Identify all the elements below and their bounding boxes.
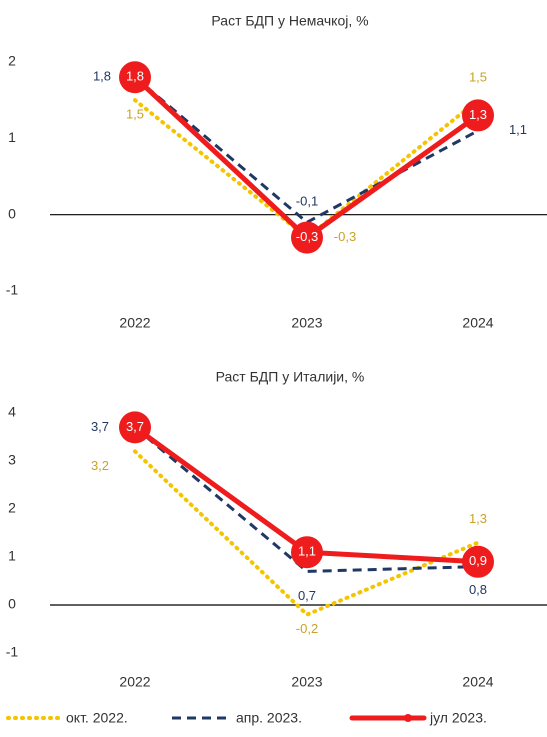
y-tick-label: 4 [8,404,16,420]
data-label: -0,1 [296,194,318,209]
data-label: 0,9 [469,553,487,568]
y-tick-label: 2 [8,500,16,516]
data-label: 1,1 [509,122,527,137]
series-line [133,449,480,617]
legend-label: апр. 2023. [236,710,302,726]
data-point [119,411,151,444]
data-point [119,61,151,94]
chart-title: Раст БДП у Италији, % [216,369,365,385]
x-tick-label: 2022 [119,674,150,690]
data-label: 3,7 [91,419,109,434]
data-point [291,221,323,254]
legend-label: окт. 2022. [66,710,128,726]
data-label: 3,2 [91,458,109,473]
data-point [291,536,323,569]
y-tick-label: -1 [6,644,19,660]
x-tick-label: 2023 [291,674,322,690]
series-line [133,98,480,240]
data-label: 1,5 [126,107,144,122]
data-label: -0,3 [334,229,356,244]
data-label: 1,8 [93,69,111,84]
x-tick-label: 2023 [291,315,322,331]
data-label: -0,2 [296,621,318,636]
data-label: -0,3 [296,229,318,244]
data-label: 1,1 [298,544,316,559]
y-tick-label: 3 [8,452,16,468]
y-tick-label: 1 [8,548,16,564]
y-tick-label: 2 [8,53,16,69]
data-label: 1,5 [469,70,487,85]
data-label: 1,8 [126,69,144,84]
x-tick-label: 2022 [119,315,150,331]
legend-label: јул 2023. [429,710,487,726]
data-label: 1,3 [469,107,487,122]
legend-marker [404,714,412,722]
x-tick-label: 2024 [462,315,493,331]
y-tick-label: -1 [6,282,19,298]
data-point [462,545,494,578]
y-tick-label: 0 [8,205,16,221]
data-label: 3,7 [126,419,144,434]
data-label: 1,3 [469,511,487,526]
y-tick-label: 0 [8,596,16,612]
data-label: 0,7 [298,588,316,603]
chart-title: Раст БДП у Немачкој, % [211,13,368,29]
data-point [462,99,494,132]
data-label: 0,8 [469,582,487,597]
series-line [134,426,479,573]
x-tick-label: 2024 [462,674,493,690]
y-tick-label: 1 [8,129,16,145]
